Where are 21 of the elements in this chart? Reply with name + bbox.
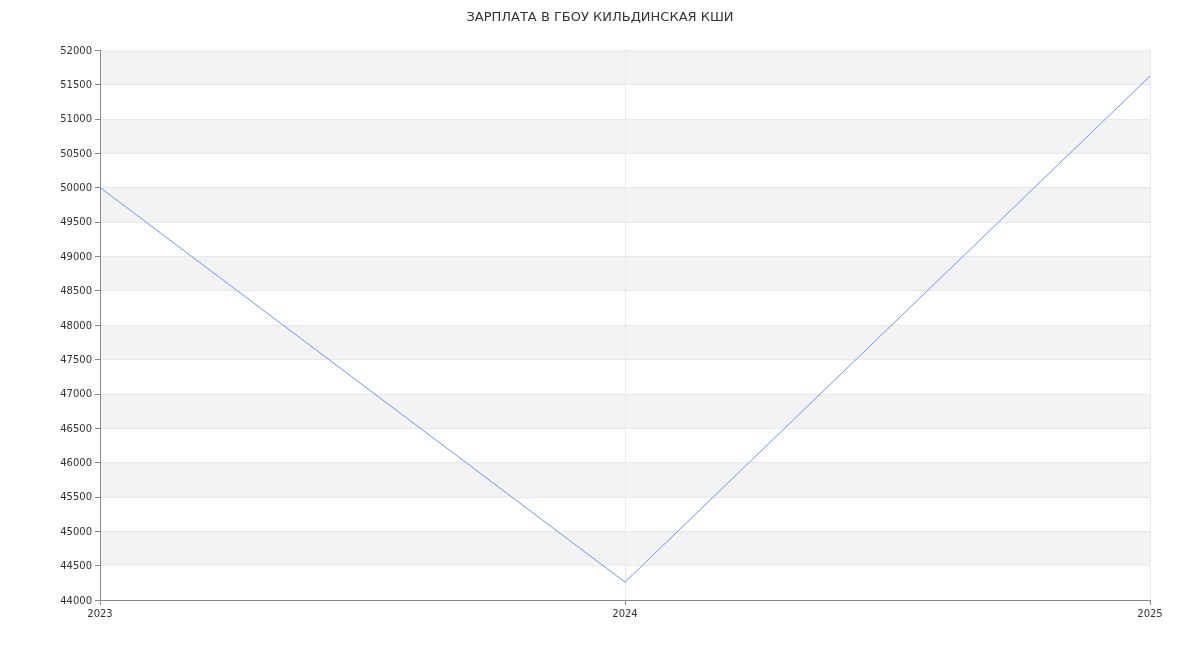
y-tick-label: 44500 xyxy=(60,560,92,572)
x-tick-label: 2023 xyxy=(87,607,113,619)
x-tick-label: 2024 xyxy=(612,607,638,619)
y-tick-label: 48000 xyxy=(60,319,92,331)
y-tick-label: 49500 xyxy=(60,216,92,228)
y-tick-label: 51500 xyxy=(60,78,92,90)
chart-title: ЗАРПЛАТА В ГБОУ КИЛЬДИНСКАЯ КШИ xyxy=(466,9,734,24)
y-tick-label: 44000 xyxy=(60,594,92,606)
x-tick-label: 2025 xyxy=(1137,607,1163,619)
y-tick-label: 47000 xyxy=(60,388,92,400)
y-tick-label: 51000 xyxy=(60,113,92,125)
y-tick-label: 47500 xyxy=(60,353,92,365)
y-tick-label: 45500 xyxy=(60,491,92,503)
y-tick-label: 50000 xyxy=(60,182,92,193)
y-tick-label: 46500 xyxy=(60,422,92,434)
y-tick-label: 49000 xyxy=(60,250,92,262)
y-tick-label: 46000 xyxy=(60,457,92,468)
y-tick-label: 45000 xyxy=(60,525,92,537)
y-tick-label: 50500 xyxy=(60,147,92,159)
y-tick-label: 48500 xyxy=(60,285,92,297)
y-tick-label: 52000 xyxy=(60,44,92,56)
